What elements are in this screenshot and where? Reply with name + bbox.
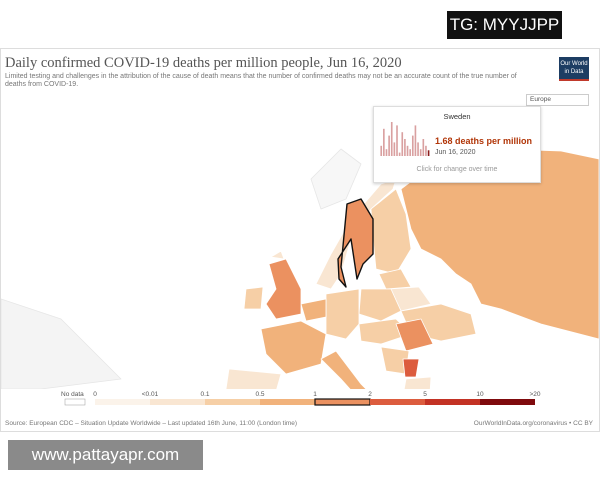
watermark: www.pattayapr.com [8, 440, 203, 470]
source-link[interactable]: OurWorldInData.org/coronavirus • CC BY [473, 420, 593, 427]
legend-swatch [480, 399, 535, 405]
legend-label: 1 [313, 391, 317, 398]
spark-bar [401, 132, 404, 156]
sparkline [380, 122, 430, 156]
spark-bar [388, 135, 390, 156]
legend-swatch [64, 398, 86, 406]
country[interactable] [243, 286, 264, 310]
country[interactable] [260, 320, 327, 375]
country[interactable] [401, 376, 432, 389]
watermark: TG: MYYJJPP [447, 11, 562, 39]
spark-bar [398, 152, 401, 156]
legend-swatch [425, 399, 480, 405]
country[interactable] [402, 358, 420, 378]
legend-swatch [370, 399, 425, 405]
land [1, 298, 122, 389]
country[interactable] [378, 268, 412, 290]
subtitle: Limited testing and challenges in the at… [5, 73, 517, 88]
logo-line: in Data [564, 69, 584, 75]
legend-swatch [205, 399, 260, 405]
map [1, 148, 599, 389]
source: Source: European CDC – Situation Update … [5, 420, 298, 427]
title: Daily confirmed COVID-19 deaths per mill… [5, 55, 402, 71]
spark-bar [414, 125, 417, 156]
spark-bar [425, 145, 427, 156]
legend-label: 10 [476, 391, 484, 398]
legend-label: No data [61, 391, 84, 398]
spark-bar [380, 145, 383, 156]
country[interactable] [225, 368, 282, 389]
spark-bar [393, 142, 396, 156]
legend-label: 0 [93, 391, 97, 398]
spark-bar [417, 142, 419, 156]
logo[interactable]: Our World in Data [559, 57, 589, 81]
region-select[interactable]: Europe [526, 94, 589, 106]
country[interactable] [300, 298, 327, 322]
logo-line: Our World [560, 61, 588, 67]
spark-bar [409, 149, 411, 156]
tooltip-hint[interactable]: Click for change over time [416, 166, 498, 173]
legend-swatch [150, 399, 205, 405]
spark-bar [404, 139, 406, 156]
legend-label: 0.5 [255, 391, 264, 398]
land [310, 148, 362, 210]
spark-bar [427, 150, 430, 156]
chart-frame: Daily confirmed COVID-19 deaths per mill… [0, 48, 600, 432]
legend-label: >20 [529, 391, 540, 398]
spark-bar [385, 149, 388, 156]
spark-bar [396, 125, 398, 156]
legend-label: 2 [368, 391, 372, 398]
tooltip-value: 1.68 deaths per million [435, 136, 533, 146]
spark-bar [406, 145, 409, 156]
legend-label: 5 [423, 391, 427, 398]
country[interactable] [265, 258, 302, 320]
tooltip: Sweden 1.68 deaths per million Jun 16, 2… [373, 106, 541, 183]
country[interactable] [325, 288, 360, 340]
country[interactable] [320, 350, 381, 389]
legend: No data 0 <0.01 0.1 0.5 1 2 5 10 >20 [61, 391, 541, 406]
legend-swatch [95, 399, 150, 405]
spark-bar [422, 139, 425, 156]
country-selected[interactable] [337, 198, 374, 288]
legend-swatch [314, 398, 371, 406]
legend-label: 0.1 [200, 391, 209, 398]
tooltip-country: Sweden [443, 112, 471, 121]
spark-bar [383, 128, 385, 156]
legend-swatch [260, 399, 315, 405]
spark-bar [419, 149, 422, 156]
spark-bar [411, 135, 414, 156]
country[interactable] [270, 250, 285, 260]
spark-bar [390, 122, 393, 156]
legend-label: <0.01 [142, 391, 159, 398]
country[interactable] [395, 318, 434, 352]
tooltip-date: Jun 16, 2020 [435, 149, 476, 156]
